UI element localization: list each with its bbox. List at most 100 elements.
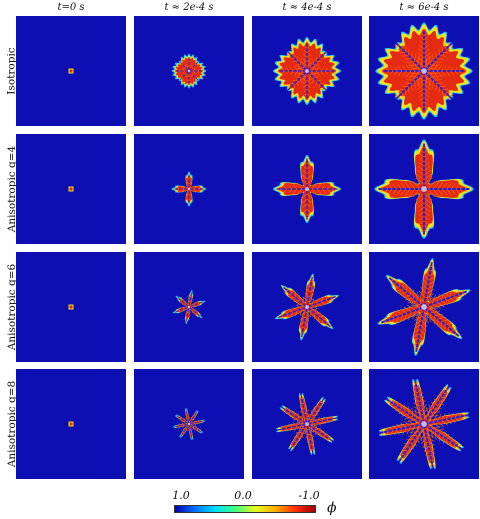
side-branch xyxy=(454,70,458,75)
dendrite-spine xyxy=(186,306,190,322)
side-branch xyxy=(294,70,299,76)
crystal-center xyxy=(305,422,309,426)
side-branch xyxy=(439,392,442,398)
side-branch xyxy=(413,70,420,80)
side-branch xyxy=(309,279,312,283)
side-branch xyxy=(294,76,301,78)
side-branch xyxy=(427,72,438,75)
side-branch xyxy=(419,215,425,221)
side-branch xyxy=(424,297,435,303)
seed-core xyxy=(69,422,73,426)
side-branch xyxy=(409,63,416,72)
side-branch xyxy=(423,92,430,98)
side-branch xyxy=(322,185,326,190)
side-branch xyxy=(319,430,325,433)
side-branch xyxy=(415,177,425,185)
side-branch xyxy=(327,188,330,193)
side-branch xyxy=(298,436,301,442)
side-branch xyxy=(389,314,395,319)
side-branch xyxy=(406,450,409,456)
side-branch xyxy=(421,33,425,36)
side-branch xyxy=(428,445,435,450)
dendrite-spine xyxy=(423,290,468,308)
side-branch xyxy=(436,82,444,84)
side-branch xyxy=(304,321,308,326)
side-branch xyxy=(405,70,412,78)
side-branch xyxy=(326,419,331,423)
side-branch xyxy=(186,193,190,196)
side-branch xyxy=(183,432,185,435)
side-branch xyxy=(413,398,420,403)
side-branch xyxy=(413,315,423,321)
side-branch xyxy=(307,298,314,303)
side-branch xyxy=(313,406,316,412)
side-branch xyxy=(296,305,303,310)
side-branch xyxy=(306,58,312,63)
side-branch xyxy=(406,79,415,81)
side-branch xyxy=(431,463,436,466)
side-branch xyxy=(293,300,300,302)
side-branch xyxy=(416,79,425,86)
dendrite-spine xyxy=(179,61,190,72)
side-branch xyxy=(284,188,287,193)
side-branch xyxy=(319,400,322,403)
side-branch xyxy=(418,92,425,98)
side-branch xyxy=(431,428,433,439)
dendrite-spine xyxy=(188,61,199,72)
side-branch xyxy=(385,316,391,320)
side-branch xyxy=(321,416,325,422)
simulation-panel xyxy=(252,252,362,362)
side-branch xyxy=(416,347,420,351)
side-branch xyxy=(299,415,307,420)
side-branch xyxy=(396,423,402,429)
side-branch xyxy=(380,186,384,190)
side-branch xyxy=(402,446,409,448)
side-branch xyxy=(410,67,421,70)
simulation-panel xyxy=(134,134,244,244)
side-branch xyxy=(308,443,312,448)
side-branch xyxy=(301,179,308,185)
side-branch xyxy=(313,76,320,78)
side-branch xyxy=(444,322,451,325)
simulation-panel xyxy=(252,134,362,244)
side-branch xyxy=(463,415,467,419)
side-branch xyxy=(286,313,289,318)
side-branch xyxy=(188,198,191,201)
side-branch xyxy=(306,204,311,208)
side-branch xyxy=(431,411,441,413)
side-branch xyxy=(183,308,185,312)
side-branch xyxy=(402,294,411,298)
side-branch xyxy=(408,49,410,56)
side-branch xyxy=(437,188,444,196)
side-branch xyxy=(408,181,416,190)
side-branch xyxy=(292,307,298,311)
side-branch xyxy=(450,413,454,419)
side-branch xyxy=(297,427,305,430)
side-branch xyxy=(302,400,306,405)
side-branch xyxy=(322,319,327,321)
side-branch xyxy=(303,166,308,169)
side-branch xyxy=(441,65,447,72)
side-branch xyxy=(445,48,451,50)
side-branch xyxy=(301,414,304,422)
side-branch xyxy=(310,67,317,69)
side-branch xyxy=(304,46,308,49)
side-branch xyxy=(402,427,407,435)
side-branch xyxy=(301,396,304,400)
crystal-center xyxy=(421,186,427,192)
side-branch xyxy=(437,182,444,190)
side-branch xyxy=(392,406,398,409)
side-branch xyxy=(427,267,431,272)
side-branch xyxy=(311,183,317,190)
side-branch xyxy=(431,425,441,430)
side-branch xyxy=(422,315,429,324)
side-branch xyxy=(303,428,309,435)
side-branch xyxy=(303,50,308,54)
side-branch xyxy=(325,299,330,303)
side-branch xyxy=(308,293,314,298)
side-branch xyxy=(289,415,295,418)
side-branch xyxy=(446,188,452,195)
side-branch xyxy=(292,60,298,63)
side-branch xyxy=(397,289,404,292)
side-branch xyxy=(423,106,427,109)
